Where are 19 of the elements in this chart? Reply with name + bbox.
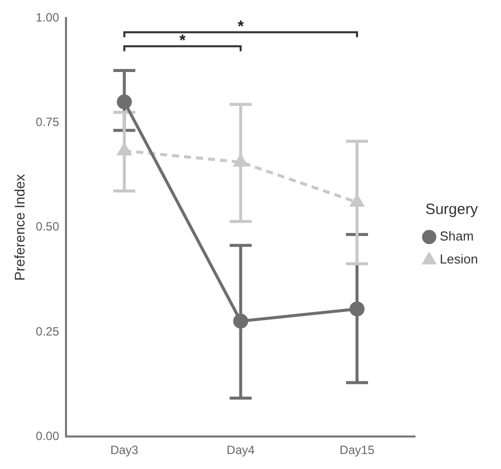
y-tick-label: 1.00 xyxy=(36,10,60,25)
y-tick-label: 0.25 xyxy=(36,324,60,338)
annotation: * xyxy=(179,32,186,50)
y-tick-label: 0.00 xyxy=(36,428,60,443)
legend-title: Surgery xyxy=(425,201,478,218)
point xyxy=(118,143,132,156)
point xyxy=(350,194,364,207)
legend-label: Lesion xyxy=(440,252,478,267)
y-axis-title: Preference Index xyxy=(11,174,28,281)
legend-label: Sham xyxy=(440,228,474,244)
x-tick-label: Day4 xyxy=(226,443,256,458)
x-tick-label: Day3 xyxy=(110,443,139,458)
y-tick-label: 0.75 xyxy=(36,115,60,130)
point xyxy=(234,154,248,167)
annotation: * xyxy=(238,18,245,36)
point xyxy=(233,314,248,329)
point xyxy=(350,301,365,316)
x-tick-label: Day15 xyxy=(340,443,375,458)
y-tick-label: 0.50 xyxy=(36,220,60,234)
